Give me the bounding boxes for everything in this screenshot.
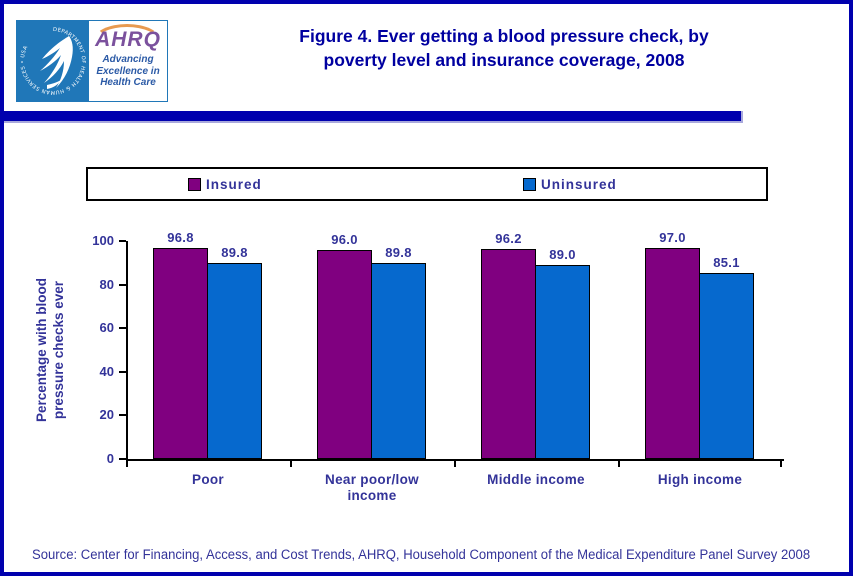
bar-uninsured-2 (371, 263, 426, 459)
bar-uninsured-1 (207, 263, 262, 459)
ahrq-arc-icon (93, 24, 161, 58)
bar-value-label: 85.1 (713, 255, 740, 270)
y-axis-tick-label: 0 (106, 451, 114, 466)
y-axis-title-line1: Percentage with blood (34, 277, 49, 423)
y-axis-tick (119, 240, 126, 242)
x-category-label: Near poor/low income (325, 472, 419, 503)
x-axis-tick (290, 461, 292, 467)
ahrq-tagline-line1: Advancing (102, 54, 154, 65)
y-axis-tick-label: 60 (99, 320, 114, 336)
bar-value-label: 96.8 (167, 230, 194, 245)
chart-legend: Insured Uninsured (86, 167, 768, 201)
figure-title-line2: poverty level and insurance coverage, 20… (323, 50, 685, 70)
figure-title-line1: Figure 4. Ever getting a blood pressure … (299, 26, 709, 46)
ahrq-tagline: Advancing Excellence in Health Care (89, 54, 167, 89)
source-note: Source: Center for Financing, Access, an… (32, 547, 811, 562)
uninsured-swatch-icon (523, 177, 536, 191)
x-axis-tick (454, 461, 456, 467)
bar-value-label: 96.2 (495, 231, 522, 246)
hhs-eagle-icon: DEPARTMENT OF HEALTH & HUMAN SERVICES • … (17, 21, 89, 101)
y-axis-tick (119, 327, 126, 330)
bar-value-label: 89.0 (549, 247, 576, 262)
ahrq-logo-panel: AHRQ Advancing Excellence in Health Care (89, 21, 167, 101)
hhs-logo-panel: DEPARTMENT OF HEALTH & HUMAN SERVICES • … (17, 21, 89, 101)
ahrq-tagline-line2: Excellence in (96, 65, 160, 77)
y-axis-tick-label: 80 (99, 276, 114, 292)
bar-insured-4 (645, 248, 700, 459)
x-axis-line (126, 459, 784, 461)
bar-value-label: 97.0 (659, 230, 686, 245)
y-axis-title-line2: pressure checks ever (51, 280, 66, 420)
x-axis-tick (780, 461, 782, 467)
insured-swatch-icon (188, 177, 201, 191)
ahrq-acronym: AHRQ (95, 28, 161, 51)
y-axis-line (126, 241, 128, 461)
y-axis-tick-label: 40 (99, 363, 114, 379)
bar-insured-2 (317, 250, 372, 459)
bar-value-label: 89.8 (221, 245, 248, 260)
x-category-label: Middle income (487, 472, 585, 487)
bar-uninsured-3 (535, 265, 590, 459)
x-category-label: High income (657, 472, 743, 487)
bar-insured-1 (153, 248, 208, 459)
bar-value-label: 96.0 (331, 232, 358, 247)
bar-insured-3 (481, 249, 536, 459)
y-axis-tick (119, 458, 126, 460)
legend-label-uninsured: Uninsured (541, 176, 617, 192)
bar-chart-plot: 0 20 40 60 80 100 96.8 89.8 Poor 96.0 89.8 Near poo… (92, 230, 784, 503)
y-axis-title: Percentage with blood pressure checks ev… (33, 278, 67, 422)
header-divider (4, 111, 743, 123)
bar-value-label: 89.8 (385, 245, 412, 260)
legend-item-uninsured: Uninsured (523, 169, 617, 199)
y-axis-tick (119, 414, 126, 417)
ahrq-tagline-line3: Health Care (100, 77, 156, 88)
x-category-label: Poor (192, 472, 224, 487)
ahrq-hhs-logo: DEPARTMENT OF HEALTH & HUMAN SERVICES • … (16, 20, 168, 102)
x-axis-tick (618, 461, 620, 467)
legend-item-insured: Insured (188, 169, 262, 199)
y-axis-tick-label: 20 (99, 407, 114, 423)
y-axis-tick-label: 100 (92, 233, 114, 248)
y-axis-tick (119, 283, 126, 286)
x-axis-tick (126, 461, 128, 467)
figure-title: Figure 4. Ever getting a blood pressure … (184, 24, 824, 72)
y-axis-tick (119, 370, 126, 373)
legend-label-insured: Insured (206, 176, 262, 192)
bar-uninsured-4 (699, 273, 754, 459)
